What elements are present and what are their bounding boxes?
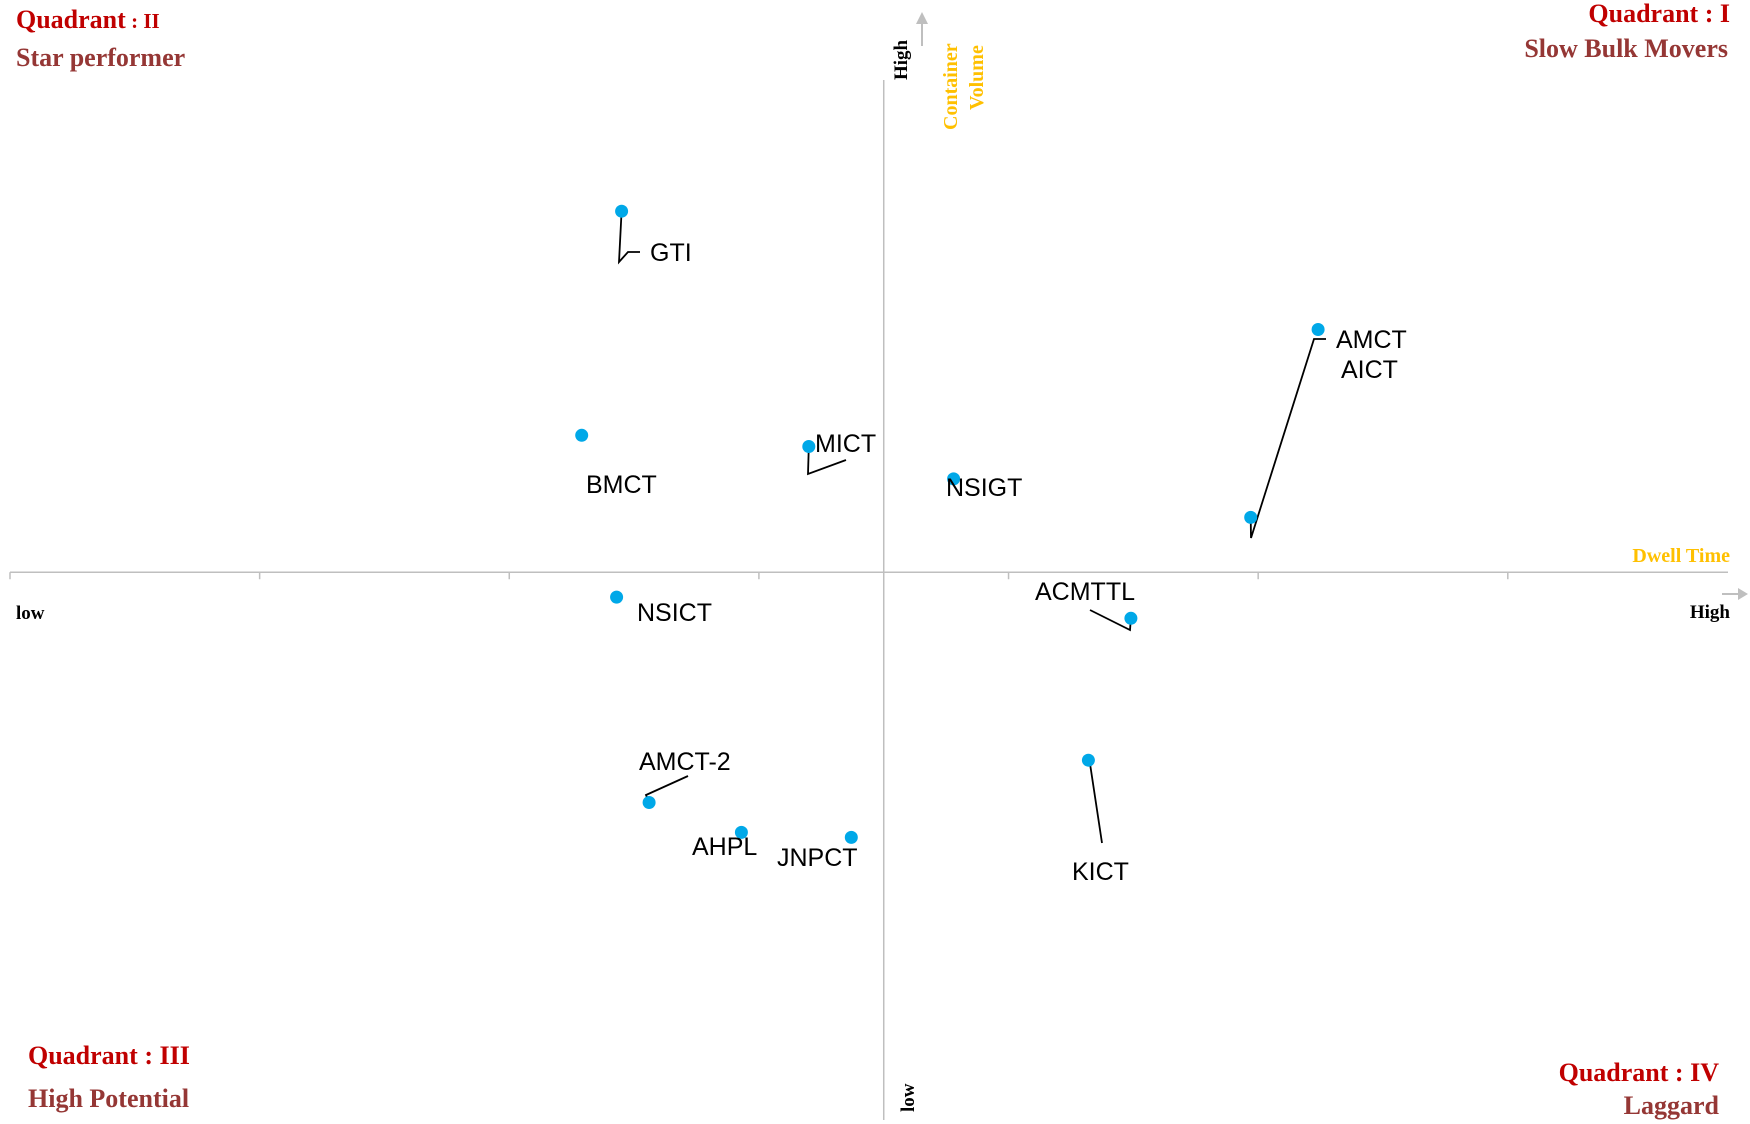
y-axis-arrow [916, 12, 928, 24]
y-axis-high-label: High [891, 39, 912, 80]
point-label-nsigt: NSIGT [946, 474, 1022, 502]
x-axis-title: Dwell Time [1632, 545, 1730, 567]
leader-line-mict [807, 446, 847, 476]
y-axis-title-line-1: Container [940, 43, 962, 130]
quadrant-i-heading-sep: : [1698, 0, 1720, 28]
y-axis-low-label: low [898, 1083, 919, 1112]
quadrant-iii: Quadrant : III High Potential [28, 1041, 190, 1113]
data-points [575, 204, 1325, 844]
point-label-gti: GTI [650, 239, 692, 267]
quadrant-ii-name: Star performer [16, 43, 185, 72]
x-axis-arrow [1738, 588, 1748, 600]
quadrant-iii-heading-sep: : [138, 1041, 160, 1070]
point-label-acmttl: ACMTTL [1035, 578, 1135, 606]
quadrant-iv-heading-word: Quadrant [1559, 1058, 1669, 1087]
point-gti [615, 204, 629, 218]
quadrant-iv-numeral: IV [1690, 1058, 1719, 1087]
quadrant-iv: Quadrant : IV Laggard [1559, 1058, 1720, 1120]
y-axis-title-line-2: Volume [966, 45, 988, 110]
x-axis-high-label: High [1690, 602, 1731, 623]
point-label-kict: KICT [1072, 858, 1129, 886]
point-label-jnpct: JNPCT [777, 844, 858, 872]
quadrant-i-name: Slow Bulk Movers [1524, 34, 1728, 63]
point-label-nsict: NSICT [637, 599, 712, 627]
x-axis-low-label: low [16, 603, 45, 624]
point-label-bmct: BMCT [586, 471, 657, 499]
point-aict [1311, 323, 1325, 336]
point-label-mict: MICT [815, 430, 876, 458]
quadrant-iv-heading: Quadrant : IV [1559, 1058, 1720, 1087]
quadrant-ii-heading-word: Quadrant [16, 5, 126, 34]
leader-line-amct [1249, 338, 1326, 539]
point-kict [1081, 753, 1095, 767]
quadrant-i-numeral: I [1720, 0, 1730, 28]
quadrant-iii-heading: Quadrant : III [28, 1041, 190, 1070]
quadrant-iii-name: High Potential [28, 1084, 189, 1113]
x-axis-ticks [9, 572, 1509, 580]
point-ahpl [734, 825, 748, 839]
point-label-aict: AICT [1341, 356, 1398, 384]
point-amct-2 [642, 796, 656, 809]
quadrant-i: Quadrant : I Slow Bulk Movers [1524, 0, 1730, 63]
axes [9, 12, 1748, 1120]
leader-line-kict [1087, 756, 1103, 844]
point-nsigt [947, 472, 961, 486]
quadrant-iii-numeral: III [159, 1041, 189, 1070]
point-label-amct: AMCT [1336, 326, 1407, 354]
quadrant-ii-numeral: II [143, 9, 159, 33]
quadrant-ii-heading: Quadrant : II [16, 5, 160, 34]
point-amct [1244, 510, 1258, 524]
point-nsict [610, 590, 624, 604]
point-mict [802, 440, 816, 453]
quadrant-ii: Quadrant : II Star performer [16, 5, 185, 72]
point-label-ahpl: AHPL [692, 833, 757, 861]
quadrant-i-heading: Quadrant : I [1588, 0, 1730, 28]
point-label-amct-2: AMCT-2 [639, 748, 731, 776]
point-bmct [575, 428, 589, 442]
quadrant-iv-heading-sep: : [1668, 1058, 1690, 1087]
quadrant-i-heading-word: Quadrant [1588, 0, 1698, 28]
quadrant-iv-name: Laggard [1624, 1091, 1720, 1120]
quadrant-iii-heading-word: Quadrant [28, 1041, 138, 1070]
point-acmttl [1124, 611, 1138, 625]
leader-line-gti [617, 211, 640, 265]
point-jnpct [844, 830, 858, 844]
quadrant-ii-heading-sep: : [126, 9, 144, 33]
